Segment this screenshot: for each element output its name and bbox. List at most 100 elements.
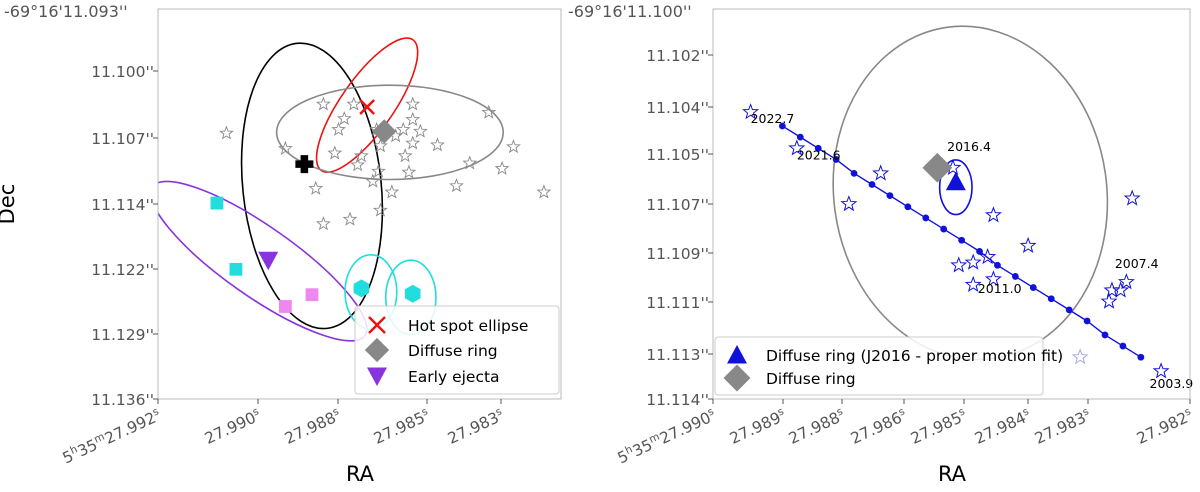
- legend-early-ejecta-label: Early ejecta: [408, 368, 500, 386]
- legend-triangle-marker: [727, 345, 747, 364]
- star-marker: [401, 164, 417, 179]
- trajectory-point: [1065, 306, 1073, 314]
- star-marker: [1152, 362, 1170, 379]
- x-tick-value: 27.984: [972, 409, 1029, 448]
- x-tick-value: 27.990: [657, 409, 714, 448]
- gray-diamond-marker: [372, 119, 397, 144]
- star-marker: [462, 155, 478, 170]
- y-tick-label: 11.104'': [646, 99, 709, 117]
- x-tick-label: 27.988s: [282, 405, 344, 447]
- star-marker: [950, 256, 968, 273]
- legend-hot-spot-label: Hot spot ellipse: [408, 317, 528, 335]
- epoch-label: 2016.4: [947, 139, 991, 154]
- trajectory-point: [976, 247, 983, 255]
- x-tick-value: 27.988: [282, 409, 339, 448]
- trajectory-point: [1137, 353, 1145, 361]
- star-marker: [373, 138, 388, 153]
- trajectory-point: [778, 122, 786, 130]
- star-marker: [365, 173, 381, 188]
- star-marker: [984, 206, 1002, 223]
- y-tick-label: 11.111'': [646, 294, 709, 312]
- star-marker: [1103, 281, 1121, 298]
- star-marker: [395, 121, 411, 136]
- trajectory-point: [1029, 284, 1037, 291]
- x-tick-unit: s: [1183, 405, 1193, 418]
- star-marker: [1019, 236, 1037, 254]
- left-x-axis-label: RA: [346, 462, 375, 486]
- blue-ellipse: [938, 159, 973, 216]
- star-marker: [315, 216, 331, 231]
- x-tick-unit: s: [251, 405, 261, 418]
- star-marker: [350, 157, 366, 172]
- x-tick-value: 27.985: [371, 409, 428, 448]
- star-marker: [506, 139, 521, 154]
- x-tick-unit: s: [420, 405, 430, 418]
- y-tick-label: 11.107'': [646, 196, 709, 214]
- right-markers: [922, 152, 966, 191]
- left-y-ticks: 11.100'' 11.107'' 11.114'' 11.122'' 11.129''…: [91, 63, 158, 409]
- gray-diamond-marker: [922, 152, 953, 183]
- y-tick-label: 11.114'': [646, 391, 709, 409]
- y-tick-label: 11.105'': [646, 146, 709, 164]
- star-marker: [742, 103, 760, 120]
- star-marker: [430, 137, 445, 152]
- star-marker: [405, 135, 421, 150]
- legend-x-marker: [368, 316, 386, 334]
- star-marker: [342, 211, 358, 226]
- trajectory-point: [1101, 331, 1109, 339]
- cyan-square-marker: [229, 262, 243, 276]
- x-tick-label: 27.983s: [445, 405, 507, 447]
- x-tick-label: 27.984s: [972, 405, 1034, 447]
- trajectory-point: [958, 236, 966, 244]
- y-tick-label: 11.100'': [91, 63, 154, 81]
- x-tick-label: 27.989s: [727, 405, 789, 447]
- y-tick-label: 11.107'': [91, 130, 154, 148]
- star-marker: [964, 275, 982, 293]
- star-marker: [219, 125, 234, 140]
- x-tick-label: 27.985s: [371, 405, 433, 447]
- y-tick-label: 11.102'': [646, 47, 709, 65]
- x-tick-label: 5h35m27.990s: [614, 405, 718, 467]
- violet-square-marker: [278, 300, 292, 313]
- x-tick-value: 27.983: [1032, 409, 1089, 448]
- left-legend: Hot spot ellipse Diffuse ring Early ejec…: [354, 305, 560, 395]
- x-tick-unit: s: [706, 405, 716, 418]
- star-marker: [384, 184, 400, 199]
- trajectory-point: [796, 133, 804, 141]
- star-marker: [1100, 292, 1118, 309]
- right-ellipses: [832, 25, 1109, 361]
- legend-diffuse-ring-label: Diffuse ring: [766, 370, 856, 388]
- violet-square-marker: [305, 288, 319, 302]
- x-tick-value: 27.988: [786, 409, 843, 448]
- trajectory-point: [1083, 317, 1091, 325]
- right-y-ticks: 11.102'' 11.104'' 11.105'' 11.107'' 11.109''…: [646, 47, 713, 409]
- epoch-label: 2003.9: [1150, 376, 1194, 391]
- x-tick-label: 27.982s: [1134, 405, 1196, 447]
- y-tick-label: 11.129'': [91, 326, 154, 344]
- left-panel: -69°16'11.093'' 11.100'' 11.107'' 11.114''…: [0, 2, 562, 486]
- x-tick-label: 5h35m27.992s: [59, 405, 163, 467]
- x-tick-label: 27.983s: [1032, 405, 1094, 447]
- star-marker: [397, 148, 413, 163]
- x-tick-unit: s: [835, 405, 845, 418]
- trajectory-point: [904, 203, 912, 211]
- right-legend-box: [714, 336, 1044, 396]
- right-legend-markers: [723, 345, 751, 392]
- x-tick-unit: s: [1081, 405, 1091, 418]
- y-tick-label: 11.114'': [91, 196, 154, 214]
- blue-triangle-marker: [945, 171, 966, 191]
- gray-ellipse: [275, 84, 505, 181]
- trajectory-point: [886, 192, 894, 200]
- trajectory-point: [814, 144, 822, 152]
- star-marker: [979, 248, 997, 265]
- x-tick-unit: m: [92, 431, 106, 446]
- right-trajectory: [778, 122, 1145, 361]
- x-tick-value: 27.992: [102, 409, 159, 448]
- star-marker: [1123, 189, 1141, 206]
- left-y-axis-label: Dec: [0, 184, 19, 225]
- cyan-square-marker: [210, 196, 224, 210]
- right-panel: -69°16'11.100'' 2022.7 2021.6 2016.4 201…: [568, 2, 1196, 486]
- star-marker: [964, 253, 982, 270]
- legend-diffuse-ring-label: Diffuse ring: [408, 342, 498, 360]
